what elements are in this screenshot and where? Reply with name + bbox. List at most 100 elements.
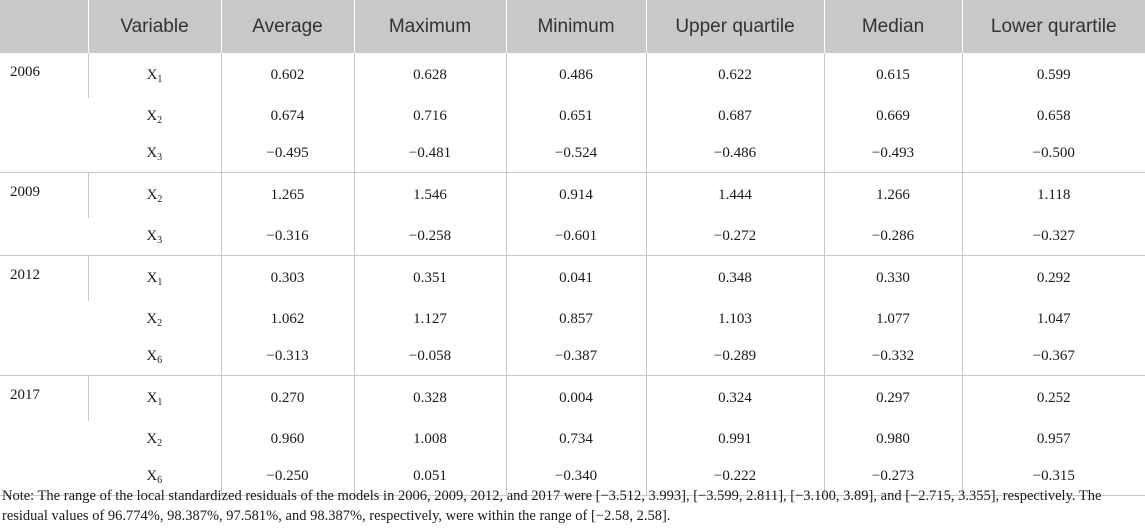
value-cell: 0.960 <box>220 421 354 458</box>
year-cell: 2006 <box>0 53 88 173</box>
variable-cell: X3 <box>88 218 221 256</box>
value-cell: 0.651 <box>505 98 646 135</box>
value-cell: 0.324 <box>645 375 824 421</box>
variable-subscript: 2 <box>157 438 163 449</box>
table-header: Variable Average Maximum Minimum Upper q… <box>0 0 1145 53</box>
table-row: X6 −0.313 −0.058 −0.387 −0.289 −0.332 −0.367 <box>0 338 1145 376</box>
variable-subscript: 2 <box>157 194 163 205</box>
variable-subscript: 3 <box>157 235 163 246</box>
value-cell: −0.495 <box>220 135 354 173</box>
header-maximum: Maximum <box>353 0 506 53</box>
table-row: 2006 X1 0.602 0.628 0.486 0.622 0.615 0.599 <box>0 53 1145 173</box>
value-cell: 1.062 <box>220 301 354 338</box>
value-cell: −0.250 <box>220 458 354 496</box>
header-variable: Variable <box>87 0 221 53</box>
variable-name: X <box>146 390 158 406</box>
value-cell: 0.328 <box>353 375 506 421</box>
value-cell: 0.669 <box>823 98 962 135</box>
variable-cell: X2 <box>88 301 221 338</box>
year-cell: 2012 <box>0 255 88 376</box>
value-cell: 0.351 <box>353 255 506 301</box>
header-average: Average <box>220 0 354 53</box>
table-container: Variable Average Maximum Minimum Upper q… <box>0 0 1145 496</box>
variable-cell: X1 <box>87 255 221 301</box>
value-cell: −0.289 <box>645 338 824 376</box>
variable-cell: X1 <box>87 53 221 98</box>
table-row: 2017 X1 0.270 0.328 0.004 0.324 0.297 0.252 <box>0 375 1145 496</box>
value-cell: 1.008 <box>353 421 506 458</box>
table-row: X2 1.062 1.127 0.857 1.103 1.077 1.047 <box>0 301 1145 338</box>
variable-subscript: 1 <box>157 74 163 85</box>
value-cell: 0.599 <box>961 53 1145 98</box>
header-row: Variable Average Maximum Minimum Upper q… <box>0 0 1145 53</box>
variable-name: X <box>146 187 158 203</box>
value-cell: −0.481 <box>353 135 506 173</box>
header-lower-quartile: Lower qurartile <box>961 0 1145 53</box>
value-cell: −0.332 <box>823 338 962 376</box>
value-cell: 0.004 <box>505 375 646 421</box>
value-cell: 1.103 <box>645 301 824 338</box>
value-cell: 0.303 <box>220 255 354 301</box>
value-cell: 0.041 <box>505 255 646 301</box>
header-minimum: Minimum <box>505 0 646 53</box>
table-row: 2012 X1 0.303 0.351 0.041 0.348 0.330 0.292 <box>0 255 1145 376</box>
value-cell: 0.980 <box>823 421 962 458</box>
variable-subscript: 6 <box>157 355 163 366</box>
value-cell: −0.258 <box>353 218 506 256</box>
variable-cell: X3 <box>88 135 221 173</box>
variable-name: X <box>146 228 158 244</box>
value-cell: 0.622 <box>645 53 824 98</box>
value-cell: −0.500 <box>961 135 1145 173</box>
value-cell: 0.687 <box>645 98 824 135</box>
value-cell: 0.292 <box>961 255 1145 301</box>
value-cell: 0.270 <box>220 375 354 421</box>
variable-name: X <box>146 431 158 447</box>
variable-name: X <box>146 348 158 364</box>
value-cell: 1.265 <box>220 172 354 218</box>
value-cell: 0.628 <box>353 53 506 98</box>
table-row: X6 −0.250 0.051 −0.340 −0.222 −0.273 −0.315 <box>0 458 1145 496</box>
value-cell: 0.857 <box>505 301 646 338</box>
value-cell: −0.493 <box>823 135 962 173</box>
value-cell: −0.327 <box>961 218 1145 256</box>
variable-cell: X2 <box>88 98 221 135</box>
table-row: X3 −0.316 −0.258 −0.601 −0.272 −0.286 −0.327 <box>0 218 1145 256</box>
value-cell: 0.252 <box>961 375 1145 421</box>
variable-subscript: 1 <box>157 277 163 288</box>
value-cell: 0.957 <box>961 421 1145 458</box>
value-cell: −0.313 <box>220 338 354 376</box>
value-cell: −0.524 <box>505 135 646 173</box>
variable-cell: X6 <box>88 458 221 496</box>
value-cell: −0.486 <box>645 135 824 173</box>
table-body: 2006 X1 0.602 0.628 0.486 0.622 0.615 0.599 X2 0.… <box>0 53 1145 496</box>
value-cell: 1.077 <box>823 301 962 338</box>
value-cell: 0.991 <box>645 421 824 458</box>
value-cell: 0.658 <box>961 98 1145 135</box>
variable-name: X <box>146 145 158 161</box>
value-cell: 1.444 <box>645 172 824 218</box>
value-cell: 0.348 <box>645 255 824 301</box>
variable-name: X <box>146 67 158 83</box>
value-cell: −0.058 <box>353 338 506 376</box>
value-cell: 0.297 <box>823 375 962 421</box>
value-cell: 1.047 <box>961 301 1145 338</box>
value-cell: −0.387 <box>505 338 646 376</box>
table-note: Note: The range of the local standardize… <box>2 488 1102 524</box>
value-cell: −0.273 <box>823 458 962 496</box>
value-cell: 0.674 <box>220 98 354 135</box>
variable-name: X <box>146 311 158 327</box>
value-cell: −0.367 <box>961 338 1145 376</box>
value-cell: 1.266 <box>823 172 962 218</box>
value-cell: 0.051 <box>353 458 506 496</box>
variable-cell: X6 <box>88 338 221 376</box>
value-cell: 0.716 <box>353 98 506 135</box>
value-cell: −0.222 <box>645 458 824 496</box>
variable-name: X <box>146 468 158 484</box>
table-row: X3 −0.495 −0.481 −0.524 −0.486 −0.493 −0.500 <box>0 135 1145 173</box>
value-cell: 1.546 <box>353 172 506 218</box>
year-cell: 2017 <box>0 375 88 496</box>
value-cell: 0.615 <box>823 53 962 98</box>
value-cell: 1.127 <box>353 301 506 338</box>
variable-subscript: 2 <box>157 318 163 329</box>
variable-subscript: 1 <box>157 397 163 408</box>
